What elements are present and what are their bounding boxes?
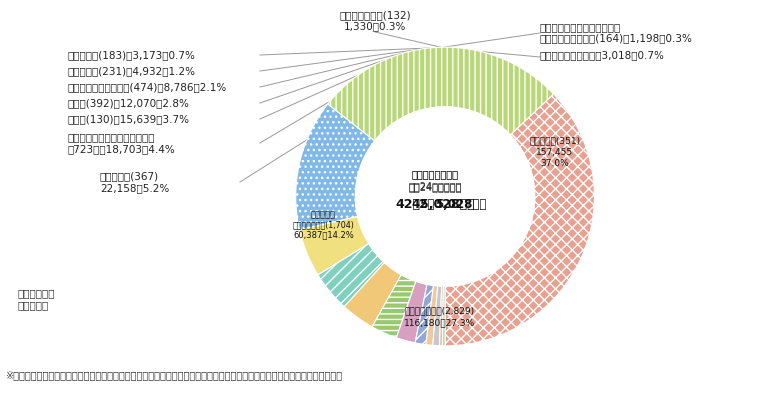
Text: 有線放送業(231)　4,932　1.2%: 有線放送業(231) 4,932 1.2%	[67, 66, 195, 76]
Text: 42兆: 42兆	[412, 198, 435, 211]
Wedge shape	[396, 281, 427, 343]
Text: 単位：億円: 単位：億円	[18, 300, 50, 310]
Text: ※「その他の情報通信業」とは、情報通信に係る売上高内訳において、主要事業名「その他」として回答のあったものをいう。: ※「その他の情報通信業」とは、情報通信に係る売上高内訳において、主要事業名「その…	[5, 370, 342, 380]
Text: 157,455: 157,455	[536, 148, 574, 157]
Wedge shape	[426, 285, 438, 345]
Text: 民間放送業(367): 民間放送業(367)	[100, 171, 159, 181]
Text: （　）は社数: （ ）は社数	[18, 288, 56, 298]
Wedge shape	[443, 286, 445, 346]
Wedge shape	[300, 217, 368, 275]
Text: 広告制作業(183)　3,173　0.7%: 広告制作業(183) 3,173 0.7%	[67, 50, 195, 60]
Text: （723）　18,703　4.4%: （723） 18,703 4.4%	[67, 144, 175, 154]
Text: 映像情報制作・配給業(474)　8,786　2.1%: 映像情報制作・配給業(474) 8,786 2.1%	[67, 82, 226, 92]
Wedge shape	[433, 286, 442, 346]
Text: 音声情報制作業(132): 音声情報制作業(132)	[339, 10, 411, 20]
Text: 提供サービス業(1,704): 提供サービス業(1,704)	[293, 220, 354, 229]
Wedge shape	[327, 47, 553, 141]
Wedge shape	[344, 263, 401, 327]
Text: 37.0%: 37.0%	[540, 159, 569, 168]
Text: 情報通信業に係る: 情報通信業に係る	[412, 169, 458, 180]
Text: 情報処理・: 情報処理・	[311, 210, 336, 219]
Text: 22,158　5.2%: 22,158 5.2%	[100, 183, 170, 193]
Text: 新聞業(130)　15,639　3.7%: 新聞業(130) 15,639 3.7%	[67, 114, 189, 124]
Circle shape	[355, 107, 535, 286]
Text: 60,387　14.2%: 60,387 14.2%	[293, 230, 354, 239]
Text: 1,330　0.3%: 1,330 0.3%	[344, 21, 406, 31]
Wedge shape	[296, 104, 375, 230]
Wedge shape	[415, 284, 433, 345]
Text: 42兆5,028億円: 42兆5,028億円	[396, 198, 475, 211]
Wedge shape	[372, 275, 416, 338]
Text: 情報通信業に係る: 情報通信業に係る	[412, 169, 458, 180]
Text: その他の情報通信業　3,018　0.7%: その他の情報通信業 3,018 0.7%	[540, 50, 665, 60]
Text: 平成24年度売上高: 平成24年度売上高	[409, 182, 462, 191]
Wedge shape	[318, 244, 385, 307]
Text: 平成24年度売上高: 平成24年度売上高	[409, 182, 462, 193]
Text: インターネット附随サービス業: インターネット附随サービス業	[67, 132, 155, 142]
Text: 116,180　27.3%: 116,180 27.3%	[404, 318, 475, 327]
Text: ソフトウェア業(2,829): ソフトウェア業(2,829)	[405, 307, 474, 315]
Wedge shape	[445, 94, 594, 346]
Text: 附帯するサービス業(164)　1,198　0.3%: 附帯するサービス業(164) 1,198 0.3%	[540, 33, 693, 43]
Text: 出版業(392)　12,070　2.8%: 出版業(392) 12,070 2.8%	[67, 98, 189, 108]
Wedge shape	[440, 286, 444, 346]
Text: 電気通信業(351): 電気通信業(351)	[529, 137, 580, 146]
Text: 映像・音声・文字情報制作に: 映像・音声・文字情報制作に	[540, 22, 622, 32]
Text: 5,028億円: 5,028億円	[435, 198, 486, 211]
